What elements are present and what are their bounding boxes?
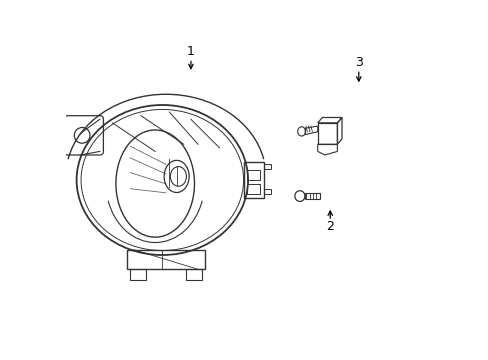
- Bar: [317, 123, 337, 144]
- Bar: [247, 170, 259, 180]
- Bar: [126, 249, 205, 269]
- Text: 1: 1: [186, 45, 194, 58]
- Bar: [185, 269, 201, 280]
- Bar: [304, 193, 319, 199]
- Bar: [264, 189, 271, 194]
- Bar: [244, 162, 264, 198]
- Bar: [247, 184, 259, 194]
- Text: 2: 2: [325, 220, 333, 233]
- Bar: [130, 269, 146, 280]
- Bar: [264, 164, 271, 169]
- Text: 3: 3: [354, 55, 362, 69]
